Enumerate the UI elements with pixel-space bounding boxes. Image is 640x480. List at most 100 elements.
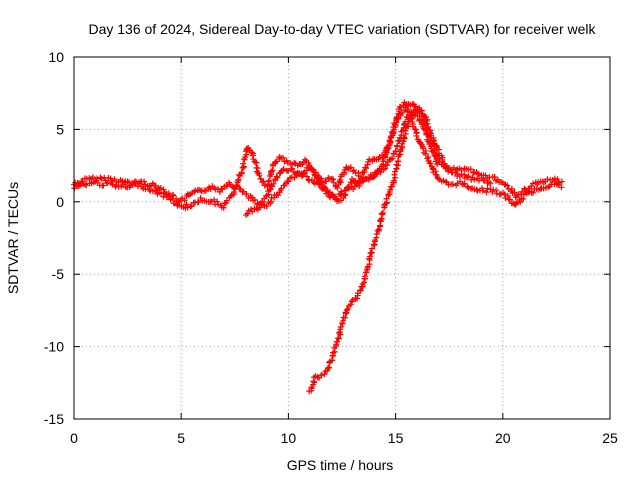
data-point	[170, 192, 177, 199]
data-point	[430, 149, 437, 156]
data-point	[267, 198, 274, 205]
data-point	[379, 209, 386, 216]
data-point	[414, 112, 421, 119]
data-point	[366, 253, 373, 260]
axis-ticks	[73, 56, 611, 420]
data-point	[366, 175, 373, 182]
data-point	[337, 324, 344, 331]
data-point	[253, 159, 260, 166]
data-point	[464, 183, 471, 190]
data-point	[504, 182, 511, 189]
data-point	[89, 174, 96, 181]
data-point	[504, 192, 511, 199]
data-point	[181, 197, 188, 204]
data-point	[418, 107, 425, 114]
data-point	[544, 176, 551, 183]
data-point	[274, 174, 281, 181]
data-point	[385, 144, 392, 151]
data-point	[325, 365, 332, 372]
data-point	[484, 185, 491, 192]
data-point	[420, 125, 427, 132]
data-point	[185, 192, 192, 199]
data-point	[321, 371, 328, 378]
data-point	[240, 160, 247, 167]
data-point	[442, 178, 449, 185]
data-point	[465, 173, 472, 180]
data-point	[368, 250, 375, 257]
data-point	[379, 154, 386, 161]
data-point	[422, 126, 429, 133]
data-point	[522, 187, 529, 194]
data-point	[511, 189, 518, 196]
data-point	[324, 367, 331, 374]
data-point	[361, 273, 368, 280]
data-point	[423, 117, 430, 124]
data-point	[240, 163, 247, 170]
data-point	[400, 102, 407, 109]
data-point	[214, 198, 221, 205]
data-point	[233, 183, 240, 190]
data-point	[82, 181, 89, 188]
data-point	[430, 137, 437, 144]
data-point	[480, 176, 487, 183]
chart-title: Day 136 of 2024, Sidereal Day-to-day VTE…	[88, 21, 596, 37]
data-point	[347, 164, 354, 171]
data-point	[359, 178, 366, 185]
data-point	[377, 222, 384, 229]
data-point	[223, 183, 230, 190]
data-point	[266, 186, 273, 193]
data-point	[431, 152, 438, 159]
x-tick-label: 5	[177, 430, 185, 446]
data-point	[251, 196, 258, 203]
data-point	[318, 372, 325, 379]
data-point	[383, 195, 390, 202]
data-point	[169, 195, 176, 202]
data-point	[280, 166, 287, 173]
data-point	[218, 185, 225, 192]
data-point	[376, 227, 383, 234]
data-point	[354, 295, 361, 302]
data-point	[267, 185, 274, 192]
data-point	[449, 181, 456, 188]
data-point	[187, 203, 194, 210]
data-point	[248, 149, 255, 156]
data-point	[422, 150, 429, 157]
data-point	[519, 188, 526, 195]
data-point	[387, 134, 394, 141]
data-point	[382, 165, 389, 172]
data-point	[315, 180, 322, 187]
data-point	[427, 159, 434, 166]
data-point	[342, 314, 349, 321]
data-point	[273, 173, 280, 180]
data-point	[191, 188, 198, 195]
data-point	[517, 199, 524, 206]
data-point	[333, 196, 340, 203]
data-point	[389, 128, 396, 135]
data-point	[378, 216, 385, 223]
data-point	[309, 166, 316, 173]
data-point	[343, 307, 350, 314]
data-point	[467, 166, 474, 173]
data-point	[279, 154, 286, 161]
data-point	[353, 181, 360, 188]
data-point	[347, 301, 354, 308]
data-point	[558, 178, 565, 185]
data-point	[363, 165, 370, 172]
data-point	[361, 168, 368, 175]
data-point	[220, 204, 227, 211]
y-tick-label: -15	[44, 411, 64, 427]
data-point	[141, 178, 148, 185]
data-point	[530, 180, 537, 187]
data-point	[368, 173, 375, 180]
data-point	[471, 176, 478, 183]
y-tick-label: -10	[44, 339, 64, 355]
data-point	[387, 140, 394, 147]
data-point	[501, 191, 508, 198]
data-points	[70, 99, 565, 395]
series-track-d	[242, 110, 441, 219]
data-point	[316, 181, 323, 188]
data-point	[311, 379, 318, 386]
data-point	[323, 188, 330, 195]
data-point	[373, 171, 380, 178]
